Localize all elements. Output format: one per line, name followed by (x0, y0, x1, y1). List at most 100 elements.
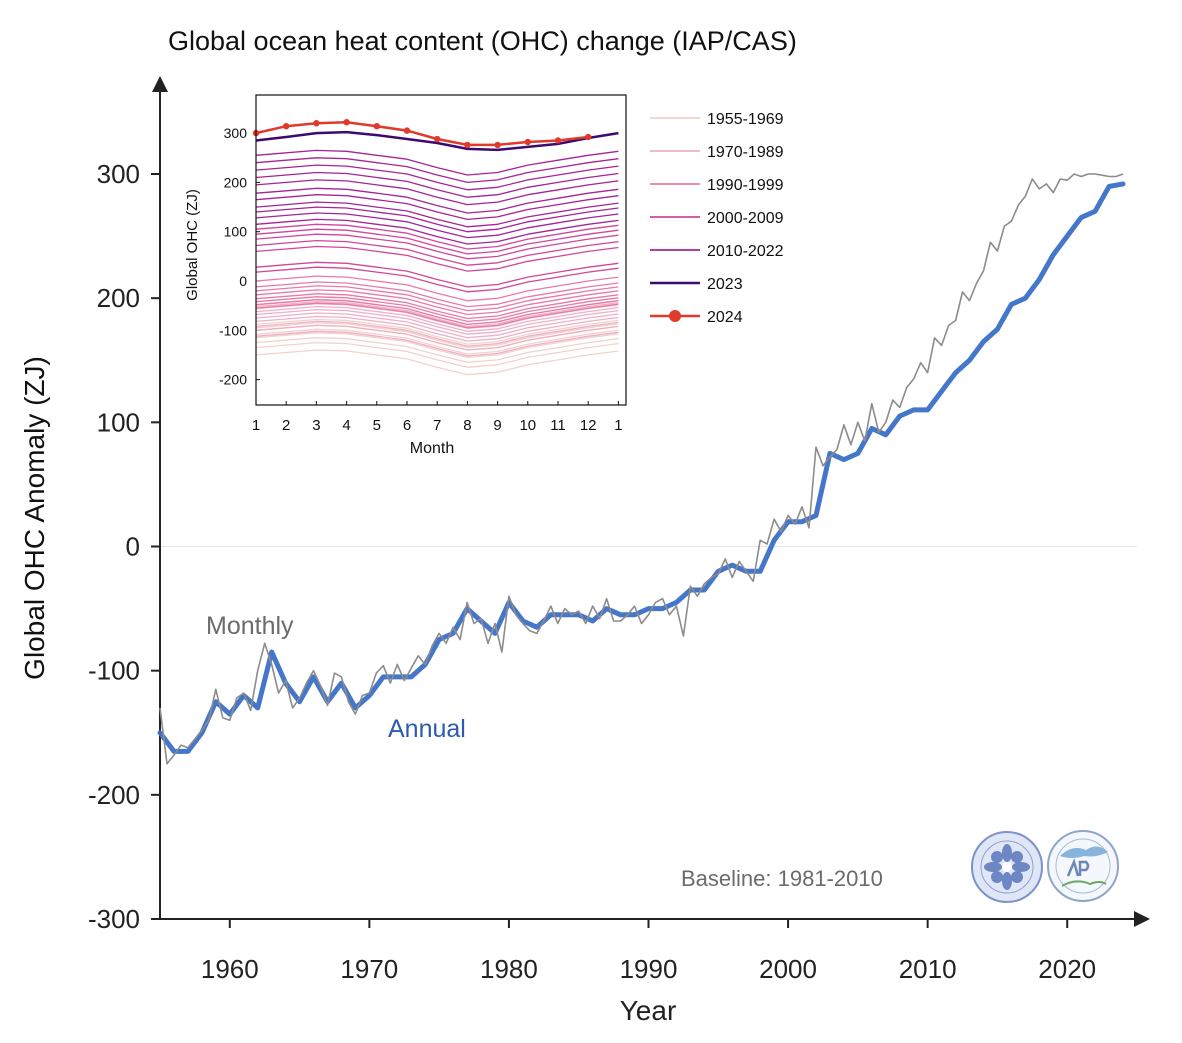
x-axis-arrow (1134, 911, 1150, 927)
inset-legend: 1955-1969 1970-1989 1990-1999 2000-2009 2010… (650, 111, 784, 326)
annual-annotation: Annual (388, 715, 466, 743)
inset-line-1955-1969 (255, 318, 619, 345)
inset-2024-marker (403, 127, 411, 134)
inset-y-tick-label: 0 (239, 273, 247, 289)
inset-line-1970-1989 (255, 305, 619, 332)
inset-line-2000-2009 (255, 228, 619, 255)
inset-line-2010-2022 (255, 201, 619, 228)
chart-title: Global ocean heat content (OHC) change (… (168, 26, 797, 56)
inset-y-axis-label: Global OHC (ZJ) (184, 189, 201, 301)
y-tick-label: -200 (88, 780, 140, 810)
legend-label: 1990-1999 (707, 177, 784, 194)
inset-x-tick-label: 12 (580, 417, 597, 434)
legend-label: 2000-2009 (707, 210, 784, 227)
inset-line-1970-1989 (255, 312, 619, 339)
inset-line-2000-2009 (255, 239, 619, 266)
inset-line-1955-1969 (255, 328, 619, 355)
inset-line-2000-2009 (255, 266, 619, 293)
legend-label: 2023 (707, 276, 743, 293)
inset-line-1990-1999 (255, 275, 619, 302)
inset-y-tick-label: 300 (224, 125, 248, 141)
inset-2024-marker (524, 138, 531, 146)
inset-line-2010-2022 (255, 157, 619, 184)
inset-2024-marker (343, 119, 350, 126)
y-axis-label: Global OHC Anomaly (ZJ) (19, 356, 50, 680)
inset-x-tick-label: 10 (519, 417, 536, 434)
inset-2024-marker (373, 122, 380, 130)
inset-line-2023 (255, 130, 619, 152)
inset-y-tick-label: 200 (224, 174, 248, 190)
inset-line-1955-1969 (255, 322, 619, 349)
inset-line-1990-1999 (255, 285, 619, 312)
inset-line-2000-2009 (255, 223, 619, 250)
inset-line-2010-2022 (255, 149, 619, 176)
inset-line-2010-2022 (255, 212, 619, 239)
y-tick-label: -300 (88, 904, 140, 934)
legend-label: 1970-1989 (707, 144, 784, 161)
inset-line-1990-1999 (255, 299, 619, 326)
inset-y-tick-label: -200 (219, 372, 247, 388)
inset-line-2010-2022 (255, 164, 619, 191)
x-tick-label: 1970 (340, 954, 398, 984)
inset-line-1955-1969 (255, 341, 619, 368)
x-axis-label: Year (620, 995, 677, 1026)
inset-line-2010-2022 (255, 206, 619, 233)
y-axis-arrow (152, 76, 168, 92)
inset-y-tick-label: -100 (219, 322, 247, 338)
inset-frame (255, 94, 627, 406)
inset-line-1955-1969 (255, 337, 619, 363)
y-tick-label: 300 (97, 159, 140, 189)
inset-2024-marker (554, 137, 562, 144)
inset-y-tick-label: 100 (224, 224, 248, 240)
inset-x-tick-label: 3 (312, 417, 320, 434)
inset-2024-marker (283, 122, 290, 130)
y-tick-label: 200 (97, 283, 140, 313)
inset-line-1990-1999 (255, 293, 619, 320)
monthly-annotation: Monthly (206, 612, 294, 640)
inset-line-1970-1989 (255, 320, 619, 347)
inset-x-axis-label: Month (410, 440, 454, 457)
inset-line-2010-2022 (255, 187, 619, 214)
inset-line-2000-2009 (255, 233, 619, 260)
inset-line-1990-1999 (255, 302, 619, 329)
x-tick-label: 2010 (899, 954, 957, 984)
legend-label: 1955-1969 (707, 111, 784, 128)
annual-series-line (157, 181, 1126, 754)
legend-label: 2010-2022 (707, 243, 784, 260)
inset-line-1970-1989 (255, 308, 619, 335)
inset-2024-marker (494, 141, 501, 149)
x-tick-label: 1980 (480, 954, 538, 984)
inset-line-1970-1989 (255, 301, 619, 328)
inset-line-2000-2009 (255, 261, 619, 288)
inset-line-1955-1969 (255, 332, 619, 359)
inset-line-1955-1969 (255, 349, 619, 376)
inset-x-tick-label: 7 (433, 417, 441, 434)
inset-x-tick-label: 2 (282, 417, 290, 434)
inset-line-1970-1989 (255, 330, 619, 357)
x-tick-label: 2020 (1038, 954, 1096, 984)
inset-2024-marker (585, 133, 592, 141)
inset-x-tick-label: 5 (373, 417, 381, 434)
inset-line-1990-1999 (255, 289, 619, 316)
y-tick-label: -100 (88, 656, 140, 686)
inset-line-1970-1989 (255, 324, 619, 351)
x-tick-label: 1960 (201, 954, 259, 984)
inset-x-tick-label: 9 (493, 417, 501, 434)
inset-line-1990-1999 (255, 281, 619, 308)
x-tick-label: 1990 (620, 954, 678, 984)
inset-line-2010-2022 (255, 171, 619, 198)
y-tick-label: 0 (126, 532, 140, 562)
inset-x-tick-label: 11 (550, 417, 566, 434)
iap-logo (1047, 830, 1119, 902)
inset-line-1970-1989 (255, 315, 619, 342)
monthly-series-line (159, 173, 1124, 765)
cas-logo (971, 831, 1043, 903)
inset-x-tick-label: 1 (614, 417, 622, 434)
inset-line-2010-2022 (255, 179, 619, 206)
baseline-annotation: Baseline: 1981-2010 (681, 866, 883, 891)
inset-line-2010-2022 (255, 194, 619, 221)
inset-line-2010-2022 (255, 218, 619, 245)
